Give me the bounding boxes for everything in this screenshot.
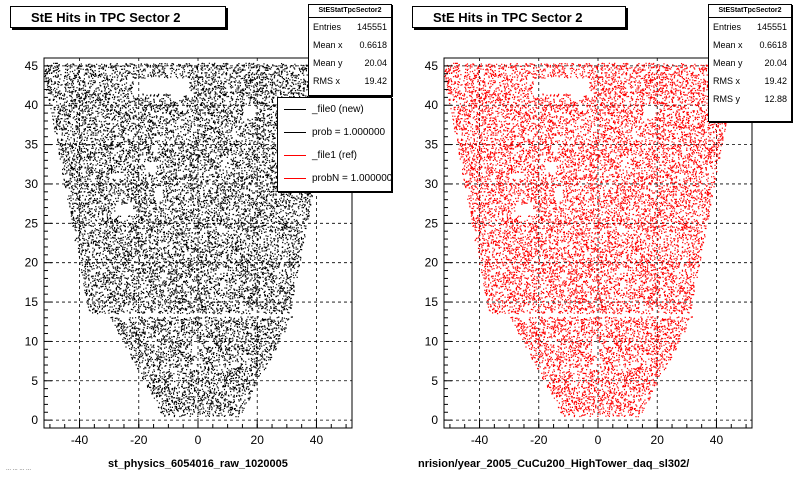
stats-label: RMS x <box>313 76 340 86</box>
right-stats-row-mean-x: Mean x 0.6618 <box>709 36 791 54</box>
stats-label: Mean x <box>313 40 343 50</box>
legend-entry: probN = 1.000000 <box>278 167 391 190</box>
left-chart-title: StE Hits in TPC Sector 2 <box>31 10 181 25</box>
y-tick-label: 10 <box>425 334 439 348</box>
x-tick-label: 0 <box>595 433 602 447</box>
x-tick-label: 40 <box>310 433 324 447</box>
stats-value: 12.88 <box>764 94 787 104</box>
left-pad: -40 -20 0 20 40 0 5 10 15 20 25 30 35 40 45 StE Hits i… <box>6 4 392 472</box>
y-tick-label: 45 <box>25 59 39 73</box>
x-tick-label: -40 <box>471 433 489 447</box>
right-stats-box: StEStatTpcSector2 Entries 145551 Mean x … <box>708 4 792 122</box>
right-footer-label: nrision/year_2005_CuCu200_HighTower_daq_… <box>418 458 690 470</box>
legend-entry: prob = 1.000000 <box>278 121 391 144</box>
right-title-box: StE Hits in TPC Sector 2 <box>412 6 626 28</box>
left-stats-title: StEStatTpcSector2 <box>309 5 391 18</box>
right-chart-title: StE Hits in TPC Sector 2 <box>433 10 583 25</box>
y-tick-label: 30 <box>25 177 39 191</box>
right-scatter-plot: -40 -20 0 20 40 0 5 10 15 20 25 30 35 40 45 <box>425 57 753 447</box>
y-tick-label: 0 <box>431 413 438 427</box>
left-legend: _file0 (new) prob = 1.000000 _file1 (ref… <box>277 97 392 192</box>
x-tick-label: 40 <box>710 433 724 447</box>
stats-label: RMS y <box>713 94 740 104</box>
y-tick-label: 25 <box>425 216 439 230</box>
legend-entry: _file0 (new) <box>278 98 391 121</box>
x-tick-label: -40 <box>71 433 89 447</box>
stats-label: Mean x <box>713 40 743 50</box>
stats-label: RMS x <box>713 76 740 86</box>
left-footer-label: st_physics_6054016_raw_1020005 <box>108 458 288 470</box>
legend-swatch <box>284 109 306 110</box>
legend-label: _file0 (new) <box>312 104 364 115</box>
stats-value: 20.04 <box>764 58 787 68</box>
stats-value: 0.6618 <box>359 40 387 50</box>
legend-swatch <box>284 155 306 156</box>
y-tick-label: 5 <box>431 374 438 388</box>
right-stats-row-entries: Entries 145551 <box>709 18 791 36</box>
y-tick-label: 25 <box>25 216 39 230</box>
y-tick-label: 15 <box>425 295 439 309</box>
hit-points <box>44 62 337 418</box>
x-tick-label: 20 <box>251 433 265 447</box>
y-tick-label: 0 <box>31 413 38 427</box>
right-pad: -40 -20 0 20 40 0 5 10 15 20 25 30 35 40 45 StE Hits i… <box>400 0 800 480</box>
left-stats-box: StEStatTpcSector2 Entries 145551 Mean x … <box>308 4 392 96</box>
y-tick-label: 30 <box>425 177 439 191</box>
stats-label: Entries <box>713 22 742 32</box>
legend-swatch <box>284 132 306 133</box>
stats-label: Entries <box>313 22 342 32</box>
y-tick-label: 5 <box>31 374 38 388</box>
x-tick-label: 20 <box>651 433 665 447</box>
stats-value: 20.04 <box>364 58 387 68</box>
y-tick-label: 45 <box>425 59 439 73</box>
y-tick-label: 35 <box>425 138 439 152</box>
right-stats-title: StEStatTpcSector2 <box>709 5 791 18</box>
stats-value: 145551 <box>756 22 787 32</box>
right-stats-row-mean-y: Mean y 20.04 <box>709 54 791 72</box>
stats-value: 19.42 <box>764 76 787 86</box>
y-tick-label: 15 <box>25 295 39 309</box>
hit-points <box>444 62 737 418</box>
right-stats-row-rms-x: RMS x 19.42 <box>709 72 791 90</box>
x-tick-label: -20 <box>530 433 548 447</box>
x-tick-label: 0 <box>195 433 202 447</box>
timestamp-label: ... ... ... ... <box>6 466 32 472</box>
stats-value: 0.6618 <box>759 40 787 50</box>
y-tick-label: 10 <box>25 334 39 348</box>
axis-ticks <box>44 65 347 428</box>
y-tick-label: 40 <box>25 98 39 112</box>
left-stats-row-rms-x: RMS x 19.42 <box>309 72 391 90</box>
axis-ticks <box>444 65 747 428</box>
stats-value: 19.42 <box>364 76 387 86</box>
y-tick-label: 20 <box>25 256 39 270</box>
left-stats-row-entries: Entries 145551 <box>309 18 391 36</box>
y-tick-label: 20 <box>425 256 439 270</box>
legend-label: _file1 (ref) <box>312 150 358 161</box>
y-tick-label: 35 <box>25 138 39 152</box>
legend-entry: _file1 (ref) <box>278 144 391 167</box>
left-title-box: StE Hits in TPC Sector 2 <box>10 6 226 28</box>
x-tick-label: -20 <box>130 433 148 447</box>
left-stats-row-mean-y: Mean y 20.04 <box>309 54 391 72</box>
left-stats-row-mean-x: Mean x 0.6618 <box>309 36 391 54</box>
legend-label: prob = 1.000000 <box>312 127 386 138</box>
y-tick-label: 40 <box>425 98 439 112</box>
legend-swatch <box>284 178 306 179</box>
right-stats-row-rms-y: RMS y 12.88 <box>709 90 791 108</box>
stats-value: 145551 <box>356 22 387 32</box>
stats-label: Mean y <box>713 58 743 68</box>
legend-label: probN = 1.000000 <box>312 173 392 184</box>
stats-label: Mean y <box>313 58 343 68</box>
